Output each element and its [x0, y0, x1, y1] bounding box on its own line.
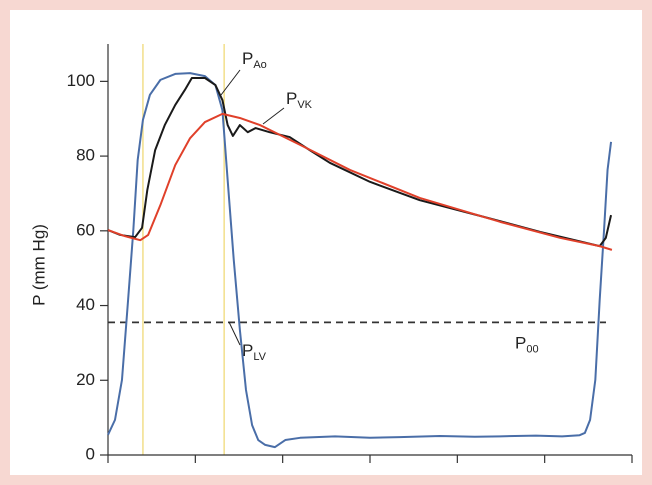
y-axis-label: P (mm Hg) [29, 224, 48, 306]
reference-label-main: P [515, 334, 526, 353]
reference-label-sub: 00 [526, 343, 538, 355]
series-line [107, 77, 613, 248]
label-leader [228, 321, 241, 346]
y-tick-label: 0 [86, 444, 95, 463]
y-tick-label: 100 [67, 71, 95, 90]
label-leader [262, 107, 285, 125]
reference-label: P00 [515, 334, 539, 355]
series-label-main: P [242, 49, 253, 68]
y-tick-label: 80 [76, 146, 95, 165]
label-leader [220, 69, 241, 96]
series-label: PLV [242, 341, 267, 362]
plot-panel [10, 10, 642, 475]
series-label: PAo [242, 49, 267, 70]
series-label-sub: Ao [253, 59, 266, 71]
y-tick-label: 60 [76, 220, 95, 239]
series-line [107, 72, 613, 449]
series-line [107, 112, 613, 251]
series-label-sub: VK [297, 99, 312, 111]
series-label: PVK [286, 89, 313, 110]
y-tick-label: 40 [76, 295, 95, 314]
series-label-main: P [286, 89, 297, 108]
series-label-sub: LV [253, 351, 266, 363]
y-tick-label: 20 [76, 370, 95, 389]
series-label-main: P [242, 341, 253, 360]
